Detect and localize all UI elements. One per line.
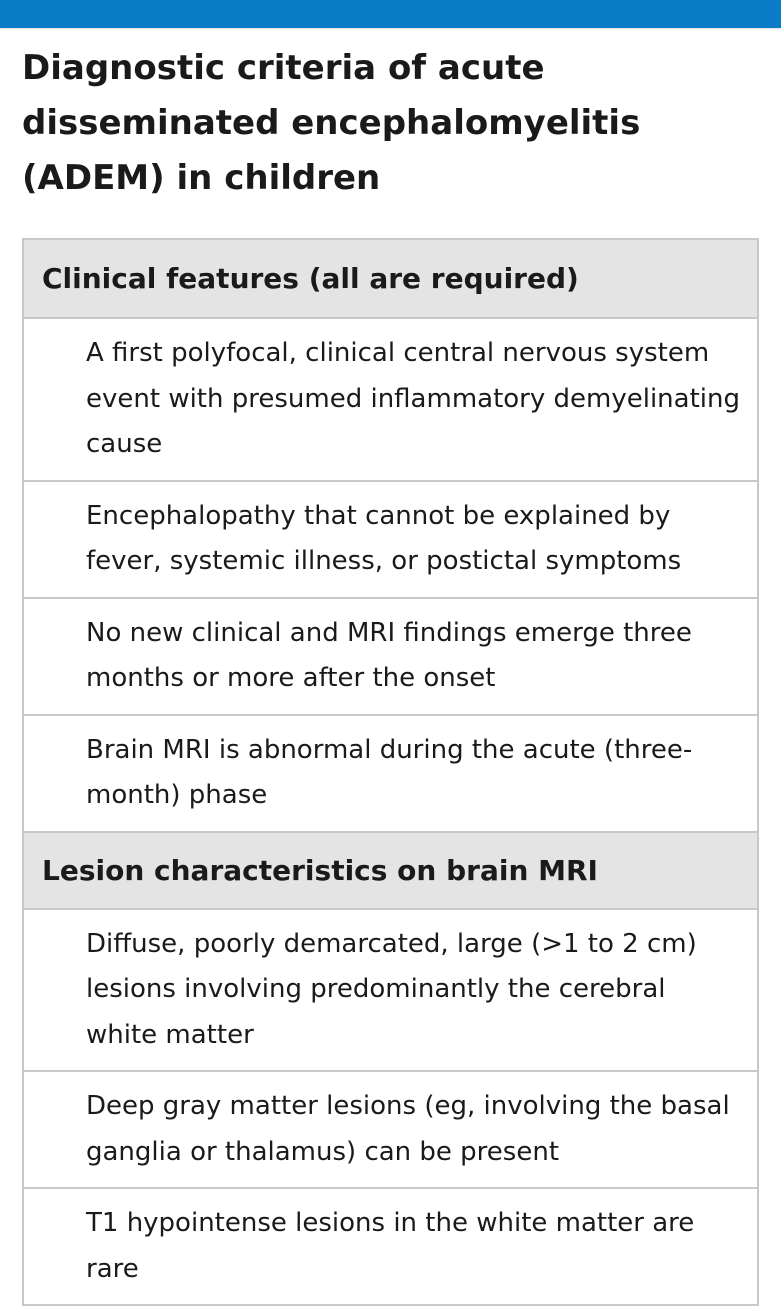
section-header-lesion-characteristics: Lesion characteristics on brain MRI <box>24 830 757 908</box>
top-app-bar <box>0 0 781 28</box>
criterion-row: A first polyfocal, clinical central nerv… <box>24 317 757 480</box>
criterion-row: Encephalopathy that cannot be explained … <box>24 479 757 597</box>
page-title: Diagnostic criteria of acute disseminate… <box>22 48 641 198</box>
criterion-row: Diffuse, poorly demarcated, large (>1 to… <box>24 907 757 1070</box>
section-header-clinical-features: Clinical features (all are required) <box>24 240 757 317</box>
criterion-row: T1 hypointense lesions in the white matt… <box>24 1187 757 1304</box>
criterion-row: No new clinical and MRI findings emerge … <box>24 596 757 714</box>
criterion-row: Brain MRI is abnormal during the acute (… <box>24 713 757 831</box>
criterion-row: Deep gray matter lesions (eg, involving … <box>24 1070 757 1187</box>
criteria-table: Clinical features (all are required) A f… <box>22 238 759 1306</box>
